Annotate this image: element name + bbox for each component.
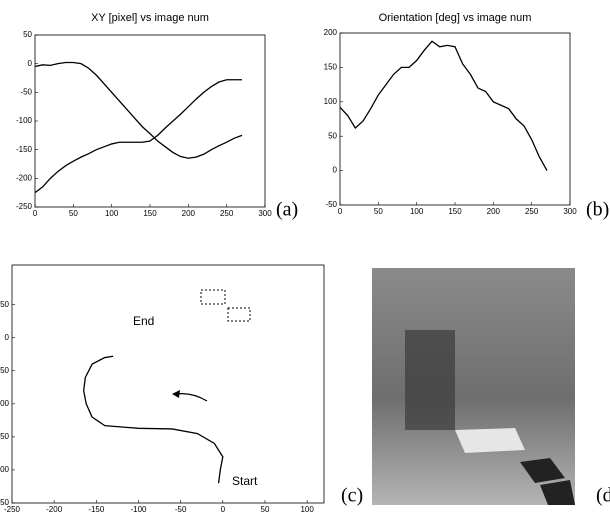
- y-tick-label: -50: [20, 87, 32, 96]
- y-tick-label: -50: [325, 200, 337, 209]
- y-tick-label: 50: [23, 30, 32, 39]
- y-tick-label: -250: [0, 498, 10, 507]
- x-tick-label: 50: [374, 207, 383, 216]
- x-tick-label: -200: [46, 505, 63, 514]
- y-tick-label: -200: [0, 465, 10, 474]
- x-tick-label: 100: [410, 207, 424, 216]
- panel-label: (a): [276, 199, 298, 221]
- x-tick-label: 50: [69, 209, 78, 218]
- obstacle: [200, 289, 226, 305]
- x-tick-label: -150: [88, 505, 105, 514]
- y-tick-label: 200: [324, 28, 338, 37]
- obstacle: [227, 307, 251, 322]
- y-tick-label: -150: [16, 145, 33, 154]
- arrow-head: [172, 390, 180, 398]
- panel-label: (b): [586, 199, 609, 221]
- x-tick-label: 100: [105, 209, 119, 218]
- x-tick-label: 150: [143, 209, 157, 218]
- plot-frame: [11, 264, 325, 504]
- annotation: End: [133, 314, 154, 328]
- series-line: [34, 79, 242, 194]
- floor-tile: [540, 480, 575, 505]
- plot-frame: [339, 32, 571, 206]
- panel-label: (c): [341, 485, 363, 507]
- floor-tile: [520, 458, 565, 483]
- x-tick-label: 300: [258, 209, 272, 218]
- y-tick-label: 0: [28, 59, 33, 68]
- x-tick-label: 200: [487, 207, 501, 216]
- x-tick-label: -100: [130, 505, 147, 514]
- series-line: [34, 61, 243, 159]
- x-tick-label: 50: [261, 505, 270, 514]
- annotation: Start: [232, 474, 258, 488]
- y-tick-label: -150: [0, 432, 10, 441]
- robot-photo: [405, 330, 455, 430]
- chart-title: Orientation [deg] vs image num: [379, 12, 532, 24]
- direction-arrow: [175, 393, 208, 402]
- floor-mat: [455, 428, 525, 453]
- x-tick-label: 0: [221, 505, 226, 514]
- panel-label: (d): [596, 485, 610, 507]
- x-tick-label: -50: [175, 505, 187, 514]
- y-tick-label: 50: [328, 131, 337, 140]
- series-line: [83, 355, 224, 484]
- y-tick-label: 100: [324, 97, 338, 106]
- y-tick-label: 0: [5, 333, 10, 342]
- x-tick-label: 100: [300, 505, 314, 514]
- y-tick-label: 50: [0, 300, 9, 309]
- y-tick-label: -200: [16, 173, 33, 182]
- y-tick-label: 0: [333, 166, 338, 175]
- x-tick-label: -250: [4, 505, 21, 514]
- x-tick-label: 0: [338, 207, 343, 216]
- x-tick-label: 150: [448, 207, 462, 216]
- x-tick-label: 300: [563, 207, 577, 216]
- plot-frame: [34, 34, 266, 208]
- series-line: [339, 40, 548, 171]
- x-tick-label: 0: [33, 209, 38, 218]
- y-tick-label: -100: [16, 116, 33, 125]
- y-tick-label: 150: [324, 63, 338, 72]
- x-tick-label: 250: [525, 207, 539, 216]
- chart-title: XY [pixel] vs image num: [91, 12, 209, 24]
- y-tick-label: -100: [0, 399, 10, 408]
- x-tick-label: 250: [220, 209, 234, 218]
- y-tick-label: -250: [16, 202, 33, 211]
- x-tick-label: 200: [182, 209, 196, 218]
- y-tick-label: -50: [0, 366, 10, 375]
